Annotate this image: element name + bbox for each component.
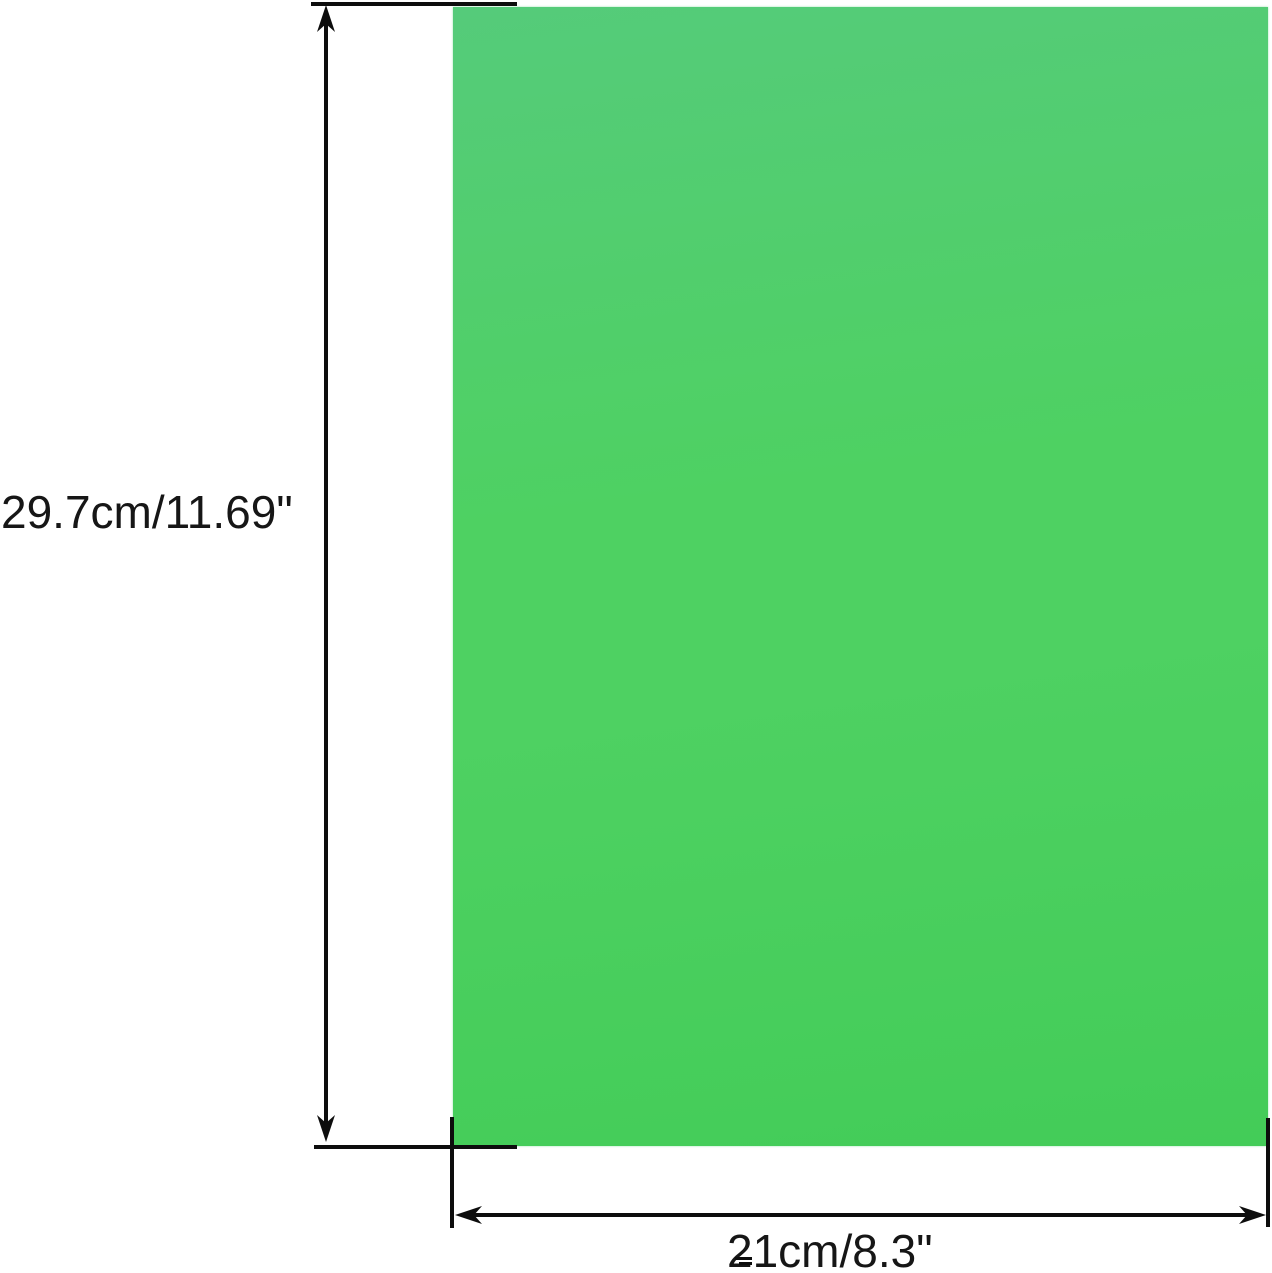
- height-dimension-label: 29.7cm/11.69": [1, 486, 293, 538]
- arrowhead-down-icon: [317, 1115, 335, 1142]
- arrowhead-up-icon: [317, 5, 335, 32]
- arrowhead-left-icon: [455, 1206, 482, 1224]
- watermark-artifact: [735, 1257, 753, 1267]
- arrowhead-right-icon: [1239, 1206, 1266, 1224]
- width-dimension-label: 21cm/8.3": [727, 1225, 933, 1273]
- green-sheet: [453, 7, 1268, 1146]
